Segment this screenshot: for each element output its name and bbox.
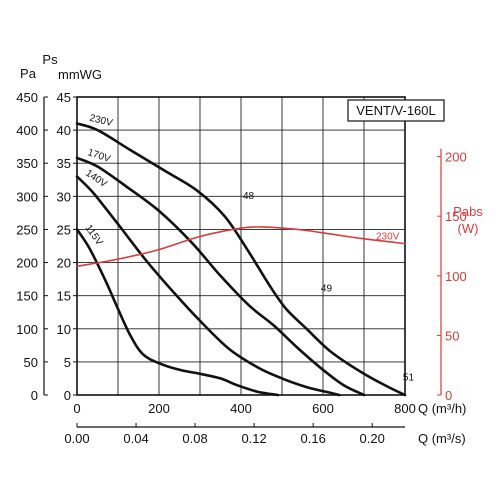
secondary-x-tick-label: 0.20 (360, 431, 385, 446)
mmwg-tick-label: 25 (57, 222, 71, 237)
chart-title: VENT/V-160L (356, 103, 436, 118)
pa-tick-label: 150 (16, 289, 38, 304)
pabs-label: Pabs (453, 204, 483, 219)
secondary-x-tick-label: 0.16 (301, 431, 326, 446)
title-box (347, 99, 445, 122)
grid (76, 96, 406, 396)
mmwg-tick-label: 0 (64, 388, 71, 403)
mmwg-tick-label: 30 (57, 189, 71, 204)
series (75, 122, 407, 397)
axes (43, 96, 442, 428)
series-line-140v-pressure (75, 175, 341, 397)
series-label-power: 230V (376, 231, 400, 242)
x-tick-label: 200 (148, 401, 170, 416)
pa-tick-label: 250 (16, 222, 38, 237)
pa-unit-label: Pa (20, 66, 37, 81)
x-tick-label: 400 (230, 401, 252, 416)
secondary-x-tick-label: 0.00 (64, 431, 89, 446)
ps-label: Ps (42, 52, 58, 67)
power-tick-label: 50 (445, 328, 459, 343)
mmwg-tick-label: 5 (64, 355, 71, 370)
series-line-115v-pressure (75, 228, 280, 397)
pa-tick-label: 300 (16, 189, 38, 204)
secondary-x-axis-label: Q (m³/s) (418, 431, 466, 446)
power-tick-label: 100 (445, 269, 467, 284)
pa-tick-label: 350 (16, 156, 38, 171)
mmwg-tick-label: 40 (57, 123, 71, 138)
power-tick-label: 200 (445, 150, 467, 165)
x-tick-label: 800 (394, 401, 416, 416)
series-line-230v-pressure (75, 122, 407, 397)
pa-tick-label: 400 (16, 123, 38, 138)
x-tick-label: 0 (73, 401, 80, 416)
secondary-x-tick-label: 0.12 (241, 431, 266, 446)
secondary-x-tick-label: 0.08 (182, 431, 207, 446)
x-tick-label: 600 (312, 401, 334, 416)
series-line-170v-pressure (75, 156, 366, 397)
mmwg-tick-label: 35 (57, 156, 71, 171)
mmwg-tick-label: 10 (57, 322, 71, 337)
pa-tick-label: 200 (16, 256, 38, 271)
mmwg-unit-label: mmWG (58, 67, 102, 82)
power-tick-label: 150 (445, 209, 467, 224)
annotation-label: 48 (243, 191, 255, 202)
labels: 050100150200250300350400450Pa05101520253… (16, 52, 483, 446)
x-axis-label: Q (m³/h) (418, 401, 466, 416)
power-tick-label: 0 (445, 388, 452, 403)
pa-tick-label: 50 (24, 355, 38, 370)
series-line-230v-power (76, 226, 406, 268)
annotation-label: 51 (403, 372, 415, 383)
mmwg-tick-label: 20 (57, 256, 71, 271)
annotation-label: 49 (321, 284, 333, 295)
power-unit-label: (W) (458, 221, 479, 236)
plot-frame (76, 96, 406, 396)
pa-tick-label: 100 (16, 322, 38, 337)
mmwg-tick-label: 15 (57, 289, 71, 304)
pa-tick-label: 0 (31, 388, 38, 403)
mmwg-tick-label: 45 (57, 90, 71, 105)
pa-tick-label: 450 (16, 90, 38, 105)
secondary-x-tick-label: 0.04 (123, 431, 148, 446)
